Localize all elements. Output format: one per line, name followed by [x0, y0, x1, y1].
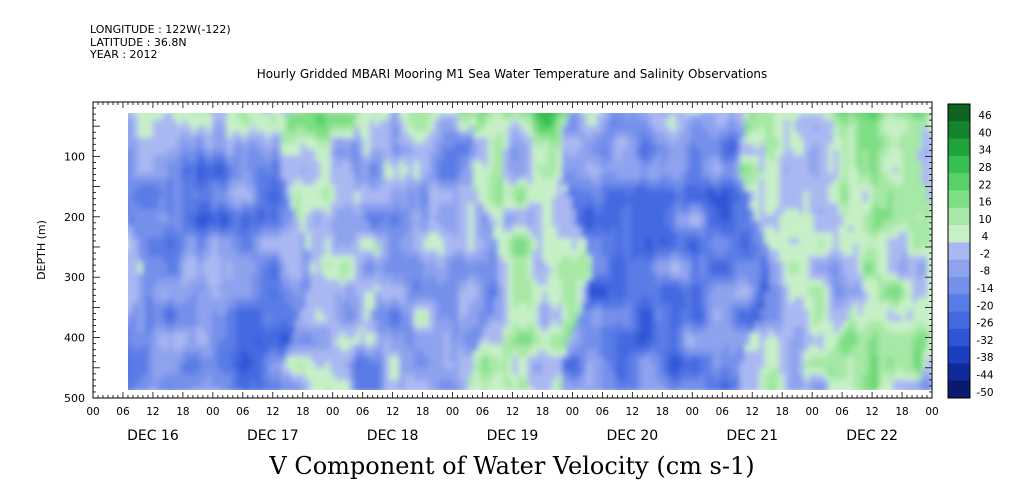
- x-tick-label: 00: [446, 406, 459, 418]
- longitude-label: LONGITUDE : 122W(-122): [90, 23, 231, 36]
- y-tick-label: 200: [64, 211, 85, 224]
- y-tick-label: 100: [64, 150, 85, 163]
- colorbar-swatch: [948, 294, 970, 312]
- x-tick-label: 06: [596, 406, 610, 418]
- day-label: DEC 22: [846, 428, 898, 444]
- colorbar-tick-label: -8: [980, 266, 990, 278]
- y-tick-label: 500: [64, 392, 85, 405]
- x-tick-label: 12: [266, 406, 279, 418]
- colorbar-swatch: [948, 311, 970, 330]
- x-tick-label: 18: [895, 406, 908, 418]
- colorbar-swatch: [948, 328, 970, 347]
- x-tick-label: 18: [775, 406, 788, 418]
- colorbar-swatch: [948, 242, 970, 260]
- x-tick-label: 12: [626, 406, 639, 418]
- colorbar-swatch: [948, 363, 970, 382]
- colorbar-tick-label: 40: [978, 127, 991, 139]
- colorbar-tick-label: -44: [976, 369, 993, 381]
- colorbar-tick-label: 16: [978, 197, 992, 209]
- y-tick-label: 300: [64, 271, 85, 284]
- x-tick-label: 06: [835, 406, 849, 418]
- y-tick-label: 400: [64, 332, 85, 345]
- day-label: DEC 21: [726, 428, 778, 444]
- colorbar-tick-label: -2: [980, 248, 990, 260]
- plot-area: [128, 113, 932, 390]
- colorbar-swatch: [948, 225, 970, 243]
- x-tick-label: 18: [176, 406, 189, 418]
- colorbar-tick-label: 22: [978, 179, 991, 191]
- x-tick-label: 06: [116, 406, 130, 418]
- colorbar-swatch: [948, 121, 970, 139]
- x-tick-label: 18: [536, 406, 549, 418]
- x-tick-label: 00: [86, 406, 99, 418]
- colorbar-swatch: [948, 276, 970, 295]
- day-label: DEC 17: [247, 428, 299, 444]
- colorbar-tick-label: -26: [976, 318, 993, 330]
- colorbar-tick-label: 10: [978, 214, 991, 226]
- x-tick-label: 00: [326, 406, 339, 418]
- colorbar-swatch: [948, 259, 970, 278]
- colorbar-tick-label: -14: [976, 283, 993, 295]
- colorbar-tick-label: -32: [976, 335, 993, 347]
- x-tick-label: 12: [746, 406, 759, 418]
- colorbar-tick-label: -20: [976, 300, 993, 312]
- heatmap-field: [128, 113, 932, 390]
- colorbar-tick-label: 28: [978, 162, 991, 174]
- day-label: DEC 19: [487, 428, 539, 444]
- colorbar-swatch: [948, 346, 970, 364]
- colorbar-tick-label: 46: [978, 110, 992, 122]
- x-tick-label: 06: [356, 406, 370, 418]
- x-tick-label: 06: [476, 406, 490, 418]
- axes: 00 06 12 18 00 06 12 18 00 06 12 18 00 06 12 18 00 06 12 18…: [35, 101, 939, 444]
- x-tick-label: 00: [686, 406, 699, 418]
- colorbar-swatch: [948, 155, 970, 174]
- colorbar-tick-label: 34: [978, 145, 992, 157]
- colorbar-swatch: [948, 138, 970, 157]
- colorbar-tick-label: -38: [976, 352, 993, 364]
- colorbar-tick-label: -50: [976, 387, 993, 399]
- colorbar-swatch: [948, 104, 970, 122]
- x-tick-label: 00: [925, 406, 938, 418]
- day-label: DEC 20: [607, 428, 659, 444]
- x-tick-label: 12: [865, 406, 878, 418]
- colorbar-tick-label: 4: [982, 231, 989, 243]
- metadata-block: LONGITUDE : 122W(-122) LATITUDE : 36.8N …: [90, 23, 231, 62]
- latitude-label: LATITUDE : 36.8N: [90, 35, 187, 49]
- x-tick-label: 12: [386, 406, 399, 418]
- year-label: YEAR : 2012: [90, 48, 158, 61]
- x-tick-label: 18: [656, 406, 669, 418]
- x-tick-label: 06: [236, 406, 250, 418]
- x-tick-label: 12: [146, 406, 159, 418]
- x-tick-label: 00: [566, 406, 579, 418]
- x-tick-label: 06: [716, 406, 730, 418]
- colorbar: 46 40 34 28 22 16 10 4 -2 -8 -14 -20 -26 -32 -38 -44 -50: [947, 103, 994, 399]
- x-tick-label: 18: [416, 406, 429, 418]
- colorbar-swatch: [948, 190, 970, 209]
- colorbar-swatch: [948, 207, 970, 226]
- x-axis-title: V Component of Water Velocity (cm s-1): [269, 452, 755, 480]
- x-tick-label: 12: [506, 406, 519, 418]
- colorbar-swatch: [948, 173, 970, 191]
- x-tick-label: 00: [206, 406, 219, 418]
- chart-title: Hourly Gridded MBARI Mooring M1 Sea Wate…: [256, 67, 768, 81]
- x-tick-label: 18: [296, 406, 309, 418]
- y-axis-title: DEPTH (m): [35, 220, 48, 280]
- day-label: DEC 16: [127, 428, 179, 444]
- colorbar-swatch: [948, 380, 970, 399]
- x-tick-label: 00: [805, 406, 818, 418]
- day-label: DEC 18: [367, 428, 419, 444]
